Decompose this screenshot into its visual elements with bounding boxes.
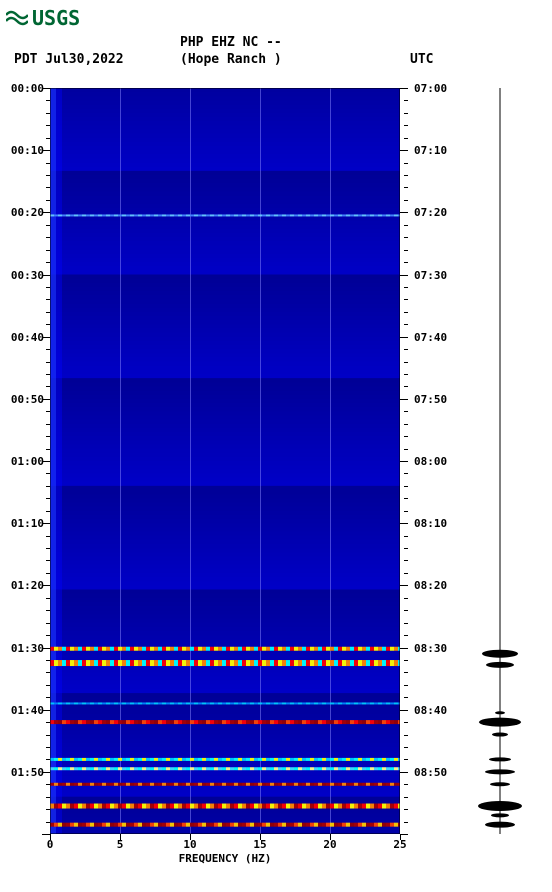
y-left-label: 00:10: [4, 144, 44, 157]
y-right-label: 07:50: [414, 393, 454, 406]
local-date-label: PDT Jul30,2022: [14, 52, 124, 67]
y-axis-left-ticks: [42, 88, 50, 834]
spectrogram-canvas: [50, 88, 400, 834]
y-left-label: 01:30: [4, 642, 44, 655]
station-channel-title: PHP EHZ NC --: [180, 35, 282, 50]
y-left-label: 00:40: [4, 331, 44, 344]
y-left-label: 01:00: [4, 455, 44, 468]
y-right-label: 07:30: [414, 269, 454, 282]
x-tick-label: 25: [393, 838, 406, 851]
x-tick-label: 20: [323, 838, 336, 851]
y-right-label: 08:30: [414, 642, 454, 655]
y-left-label: 00:50: [4, 393, 44, 406]
x-tick-label: 0: [47, 838, 54, 851]
y-right-label: 07:10: [414, 144, 454, 157]
spectrogram-chart: [50, 88, 400, 834]
y-right-label: 08:00: [414, 455, 454, 468]
y-axis-right-labels: 07:0007:1007:2007:3007:4007:5008:0008:10…: [414, 88, 454, 834]
amplitude-trace: [455, 88, 545, 834]
amplitude-canvas: [455, 88, 545, 834]
y-left-label: 00:00: [4, 82, 44, 95]
y-left-label: 01:40: [4, 704, 44, 717]
y-right-label: 07:00: [414, 82, 454, 95]
x-tick-label: 10: [183, 838, 196, 851]
y-right-label: 08:20: [414, 579, 454, 592]
y-right-label: 07:20: [414, 206, 454, 219]
y-left-label: 01:50: [4, 766, 44, 779]
y-right-label: 08:40: [414, 704, 454, 717]
y-axis-right-ticks: [400, 88, 408, 834]
y-left-label: 00:30: [4, 269, 44, 282]
y-right-label: 07:40: [414, 331, 454, 344]
x-axis-title: FREQUENCY (HZ): [50, 852, 400, 865]
usgs-logo: USGS: [6, 6, 80, 30]
logo-text: USGS: [32, 6, 80, 30]
y-left-label: 01:20: [4, 579, 44, 592]
y-right-label: 08:10: [414, 517, 454, 530]
x-tick-label: 5: [117, 838, 124, 851]
y-right-label: 08:50: [414, 766, 454, 779]
y-left-label: 00:20: [4, 206, 44, 219]
x-tick-label: 15: [253, 838, 266, 851]
station-name-label: (Hope Ranch ): [180, 52, 282, 67]
utc-label: UTC: [410, 52, 433, 67]
usgs-wave-icon: [6, 9, 28, 27]
y-left-label: 01:10: [4, 517, 44, 530]
y-axis-left-labels: 00:0000:1000:2000:3000:4000:5001:0001:10…: [4, 88, 44, 834]
